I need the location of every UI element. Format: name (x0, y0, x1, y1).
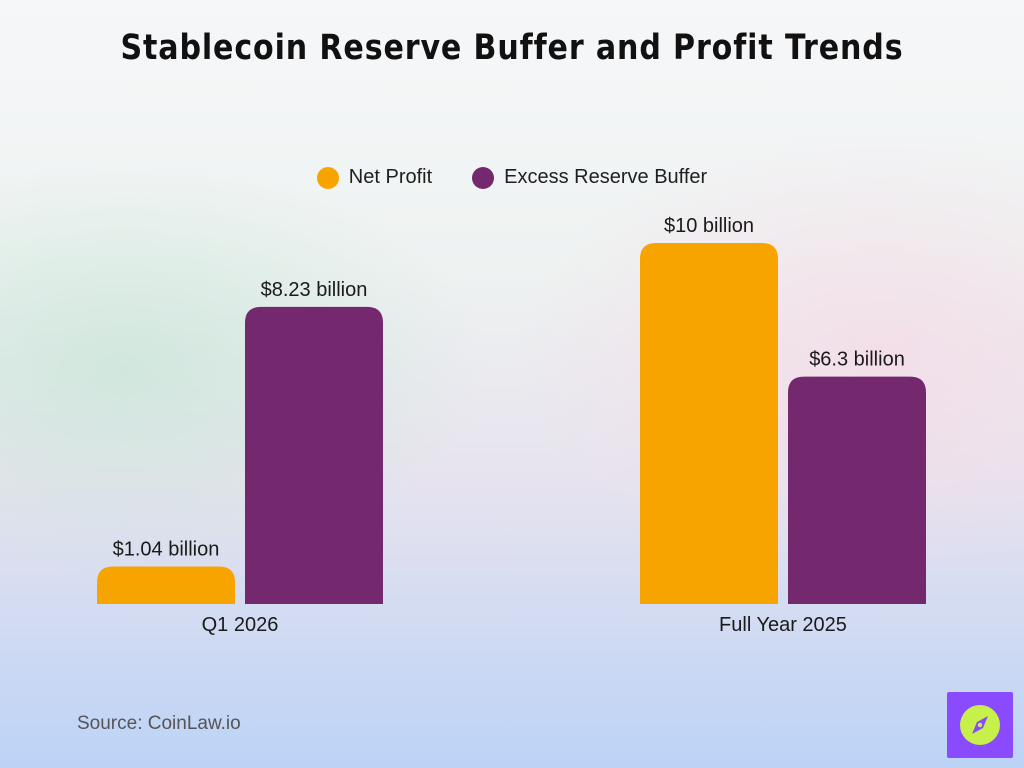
legend: Net Profit Excess Reserve Buffer (0, 166, 1024, 189)
data-label-net-profit-full-year-2025: $10 billion (664, 215, 754, 237)
legend-item-net-profit: Net Profit (316, 166, 433, 189)
bar-excess-reserve-buffer-full-year-2025 (788, 376, 926, 604)
source-note: Source: CoinLaw.io (77, 713, 241, 734)
category-label-full-year-2025: Full Year 2025 (719, 614, 847, 636)
data-label-net-profit-q1-2026: $1.04 billion (113, 538, 220, 560)
bar-net-profit-q1-2026 (97, 566, 235, 604)
data-label-excess-reserve-buffer-full-year-2025: $6.3 billion (809, 349, 905, 371)
compass-icon (960, 705, 1000, 745)
legend-label-excess-reserve-buffer: Excess Reserve Buffer (504, 166, 708, 188)
legend-swatch-excess-reserve-buffer (472, 166, 495, 189)
legend-item-excess-reserve-buffer: Excess Reserve Buffer (472, 166, 707, 189)
legend-swatch-net-profit (316, 166, 339, 189)
data-label-excess-reserve-buffer-q1-2026: $8.23 billion (261, 279, 368, 301)
bar-excess-reserve-buffer-q1-2026 (245, 306, 383, 604)
brand-logo (947, 692, 1013, 758)
category-label-q1-2026: Q1 2026 (202, 614, 279, 636)
chart-title: Stablecoin Reserve Buffer and Profit Tre… (120, 28, 904, 68)
legend-label-net-profit: Net Profit (348, 166, 433, 188)
bar-net-profit-full-year-2025 (640, 243, 778, 604)
